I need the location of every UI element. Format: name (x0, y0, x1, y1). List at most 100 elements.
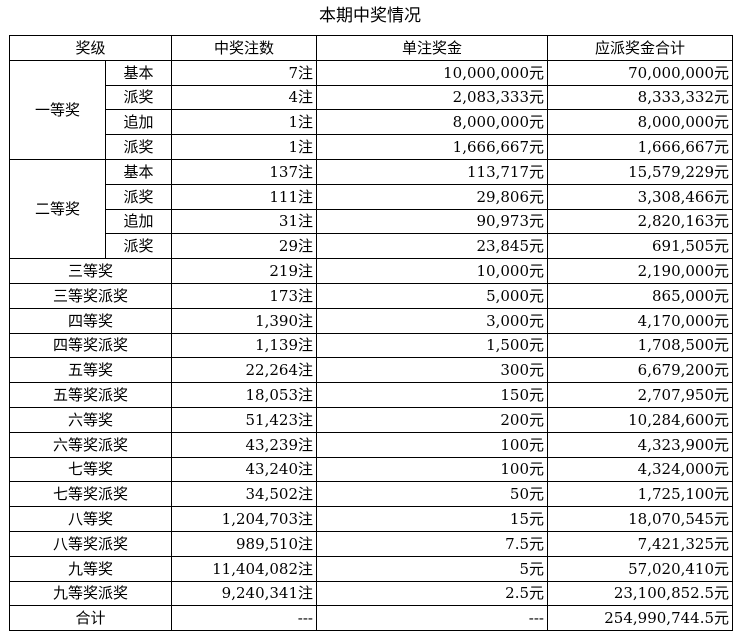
sum-total: 254,990,744.5元 (547, 605, 734, 632)
unit-prize: 23,845元 (316, 233, 549, 260)
unit-prize: 29,806元 (316, 183, 549, 210)
prize-level: 六等奖派奖 (8, 431, 173, 458)
prize-table: 奖级 中奖注数 单注奖金 应派奖金合计 一等奖 基本 7注 10,000,000元 70… (8, 35, 734, 632)
total-prize: 865,000元 (547, 282, 734, 309)
winner-count: 111注 (171, 183, 318, 210)
winner-count: 1,390注 (171, 307, 318, 334)
unit-prize: 100元 (316, 431, 549, 458)
winner-count: 137注 (171, 158, 318, 185)
total-prize: 57,020,410元 (547, 555, 734, 582)
table-row: 派奖 1注 1,666,667元 1,666,667元 (10, 134, 734, 160)
total-prize: 1,708,500元 (547, 332, 734, 359)
unit-prize: 8,000,000元 (316, 109, 549, 136)
winner-count: 173注 (171, 282, 318, 309)
prize-sub-type: 派奖 (104, 84, 173, 111)
total-prize: 691,505元 (547, 233, 734, 260)
table-row: 四等奖派奖 1,139注 1,500元 1,708,500元 (8, 332, 734, 359)
table-row: 七等奖派奖 34,502注 50元 1,725,100元 (8, 481, 734, 508)
sum-label: 合计 (8, 605, 173, 632)
prize-level: 三等奖派奖 (8, 282, 173, 309)
prize-sub-type: 派奖 (104, 183, 173, 210)
winner-count: 18,053注 (171, 382, 318, 408)
table-row: 八等奖派奖 989,510注 7.5元 7,421,325元 (8, 530, 734, 557)
unit-prize: 300元 (316, 357, 549, 384)
winner-count: 1注 (171, 134, 318, 160)
prize-sub-type: 追加 (104, 208, 173, 235)
table-row: 四等奖 1,390注 3,000元 4,170,000元 (8, 307, 734, 334)
unit-prize: 90,973元 (316, 208, 549, 235)
sum-unit: --- (316, 605, 549, 632)
unit-prize: 10,000元 (316, 258, 549, 284)
header-unit-prize: 单注奖金 (316, 35, 549, 61)
total-prize: 10,284,600元 (547, 406, 734, 433)
prize-level: 六等奖 (8, 406, 173, 433)
table-row: 六等奖派奖 43,239注 100元 4,323,900元 (8, 431, 734, 458)
unit-prize: 113,717元 (316, 158, 549, 185)
winner-count: 4注 (171, 84, 318, 111)
table-row: 三等奖派奖 173注 5,000元 865,000元 (8, 282, 734, 309)
prize-level: 五等奖派奖 (8, 382, 173, 408)
header-count: 中奖注数 (171, 35, 318, 61)
winner-count: 1,204,703注 (171, 506, 318, 532)
table-row: 九等奖 11,404,082注 5元 57,020,410元 (8, 555, 734, 582)
table-row: 追加 31注 90,973元 2,820,163元 (10, 208, 734, 235)
unit-prize: 150元 (316, 382, 549, 408)
table-row: 五等奖派奖 18,053注 150元 2,707,950元 (8, 382, 734, 408)
prize-level: 八等奖派奖 (8, 530, 173, 557)
prize-level: 九等奖 (8, 555, 173, 582)
table-row: 一等奖 基本 7注 10,000,000元 70,000,000元 (9, 59, 734, 160)
total-prize: 23,100,852.5元 (547, 580, 734, 607)
table-row: 八等奖 1,204,703注 15元 18,070,545元 (8, 506, 734, 532)
total-prize: 2,190,000元 (547, 258, 734, 284)
table-row: 二等奖 基本 137注 113,717元 15,579,229元 (9, 158, 734, 260)
header-total: 应派奖金合计 (547, 35, 734, 61)
winner-count: 43,239注 (171, 431, 318, 458)
unit-prize: 5元 (316, 555, 549, 582)
prize-level: 三等奖 (8, 258, 173, 284)
prize-level-group: 二等奖 (9, 158, 106, 260)
winner-count: 51,423注 (171, 406, 318, 433)
winner-count: 43,240注 (171, 456, 318, 483)
winner-count: 29注 (171, 233, 318, 260)
unit-prize: 2.5元 (316, 580, 549, 607)
total-prize: 1,666,667元 (547, 134, 734, 160)
total-prize: 6,679,200元 (547, 357, 734, 384)
prize-sub-type: 基本 (104, 59, 173, 86)
table-row: 追加 1注 8,000,000元 8,000,000元 (10, 109, 734, 136)
total-prize: 70,000,000元 (547, 59, 734, 86)
unit-prize: 2,083,333元 (316, 84, 549, 111)
winner-count: 7注 (171, 59, 318, 86)
total-prize: 18,070,545元 (547, 506, 734, 532)
table-row: 派奖 29注 23,845元 691,505元 (10, 233, 734, 260)
table-row: 派奖 111注 29,806元 3,308,466元 (10, 183, 734, 210)
table-row: 派奖 4注 2,083,333元 8,333,332元 (10, 84, 734, 111)
prize-level: 四等奖派奖 (8, 332, 173, 359)
total-prize: 2,707,950元 (547, 382, 734, 408)
total-prize: 1,725,100元 (547, 481, 734, 508)
winner-count: 219注 (171, 258, 318, 284)
unit-prize: 50元 (316, 481, 549, 508)
prize-level-group: 一等奖 (9, 59, 106, 160)
winner-count: 31注 (171, 208, 318, 235)
winner-count: 34,502注 (171, 481, 318, 508)
total-prize: 4,324,000元 (547, 456, 734, 483)
table-body: 一等奖 基本 7注 10,000,000元 70,000,000元 派奖 4注 2,083,3… (8, 59, 734, 632)
unit-prize: 200元 (316, 406, 549, 433)
sum-row: 合计 --- --- 254,990,744.5元 (8, 605, 734, 632)
winner-count: 1,139注 (171, 332, 318, 359)
prize-level: 七等奖派奖 (8, 481, 173, 508)
total-prize: 2,820,163元 (547, 208, 734, 235)
prize-sub-type: 追加 (104, 109, 173, 136)
prize-level: 九等奖派奖 (8, 580, 173, 607)
total-prize: 15,579,229元 (547, 158, 734, 185)
unit-prize: 3,000元 (316, 307, 549, 334)
page-title: 本期中奖情况 (319, 6, 421, 26)
unit-prize: 5,000元 (316, 282, 549, 309)
prize-sub-type: 派奖 (104, 233, 173, 260)
prize-level: 四等奖 (8, 307, 173, 334)
total-prize: 3,308,466元 (547, 183, 734, 210)
winner-count: 9,240,341注 (171, 580, 318, 607)
table-row: 九等奖派奖 9,240,341注 2.5元 23,100,852.5元 (8, 580, 734, 607)
winner-count: 11,404,082注 (171, 555, 318, 582)
unit-prize: 1,500元 (316, 332, 549, 359)
